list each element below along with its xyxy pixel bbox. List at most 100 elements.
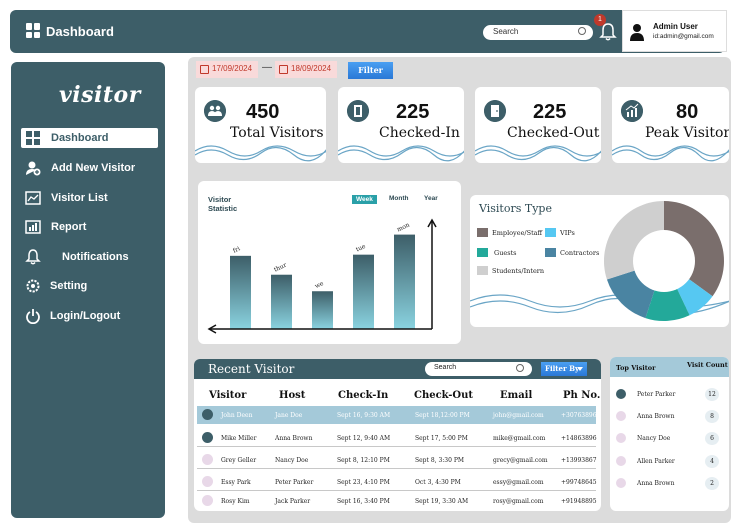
avatar <box>616 411 626 421</box>
top-visitor-name: Allen Parker <box>637 458 675 465</box>
visitors-type-title: Visitors Type <box>479 202 552 215</box>
visit-count-badge: 2 <box>705 477 719 490</box>
recent-search-input[interactable]: Search <box>425 362 532 376</box>
add-user-icon <box>26 161 41 176</box>
check-out-time: Sept 18,12:00 PM <box>415 412 470 419</box>
date-to-input[interactable]: 18/09/2024 <box>275 61 337 78</box>
tab-week[interactable]: Week <box>352 195 377 204</box>
sidebar-item-label: Add New Visitor <box>51 162 136 174</box>
stat-card-checked-out: 225 Checked-Out <box>475 87 601 163</box>
chevron-down-icon <box>577 367 583 371</box>
column-header: Email <box>500 390 533 401</box>
list-icon <box>25 191 41 205</box>
legend-swatch <box>477 228 488 237</box>
y-axis-arrow <box>427 218 437 228</box>
stat-value: 80 <box>676 101 699 123</box>
calendar-icon <box>200 65 209 74</box>
avatar <box>616 478 626 488</box>
avatar <box>202 454 213 465</box>
sidebar-item-setting[interactable]: Setting <box>21 276 158 296</box>
host-name: Jane Doe <box>275 412 303 419</box>
user-profile[interactable]: Admin User id:admin@gmail.com <box>622 10 727 52</box>
list-item[interactable]: Anna Brown 2 <box>610 473 729 495</box>
sidebar-item-label: Login/Logout <box>50 310 121 322</box>
sidebar-item-label: Visitor List <box>51 192 108 204</box>
top-visitor-name-header: Top Visitor <box>616 364 656 372</box>
legend-swatch <box>545 248 556 257</box>
search-icon <box>516 364 524 372</box>
check-out-time: Sept 19, 3:30 AM <box>415 498 469 505</box>
sidebar-item-report[interactable]: Report <box>21 217 158 237</box>
avatar <box>616 456 626 466</box>
date-from-value: 17/09/2024 <box>212 64 253 73</box>
decorative-wave <box>195 145 326 162</box>
filter-by-dropdown[interactable]: Filter By <box>541 362 587 376</box>
table-row[interactable]: Essy Park Peter Parker Sept 23, 4:10 PM … <box>197 473 597 491</box>
visitor-name: Essy Park <box>221 479 251 486</box>
stat-label: Total Visitors <box>230 125 324 141</box>
sidebar-item-label: Notifications <box>62 251 129 263</box>
stat-value: 450 <box>246 101 280 123</box>
table-row[interactable]: Mike Miller Anna Brown Sept 12, 9:40 AM … <box>197 429 597 447</box>
column-header: Check-In <box>338 390 389 401</box>
sidebar: visitor Dashboard Add New Visitor Visito… <box>11 62 165 518</box>
recent-visitor-title: Recent Visitor <box>208 362 295 376</box>
top-header: Dashboard <box>10 10 725 53</box>
check-out-time: Sept 17, 5:00 PM <box>415 435 468 442</box>
check-out-time: Oct 3, 4:30 PM <box>415 479 461 486</box>
list-item[interactable]: Allen Parker 4 <box>610 451 729 473</box>
stat-value: 225 <box>533 101 567 123</box>
bar-thur <box>271 274 292 329</box>
sidebar-item-dashboard[interactable]: Dashboard <box>21 128 158 148</box>
table-row[interactable]: John Deen Jane Doe Sept 16, 9:30 AM Sept… <box>197 406 597 424</box>
column-header: Visitor <box>209 390 247 401</box>
tab-month[interactable]: Month <box>389 195 409 202</box>
stat-label: Checked-Out <box>507 125 600 141</box>
grid-icon <box>26 131 40 145</box>
recent-search-placeholder: Search <box>434 364 457 371</box>
top-visitor-header: Top Visitor Visit Count <box>610 357 729 377</box>
tab-year[interactable]: Year <box>424 195 438 202</box>
sidebar-item-visitor-list[interactable]: Visitor List <box>21 188 158 208</box>
check-in-time: Sept 8, 12:10 PM <box>337 457 390 464</box>
table-row[interactable]: Grey Geller Nancy Doe Sept 8, 12:10 PM S… <box>197 451 597 469</box>
visit-count-badge: 4 <box>705 455 719 468</box>
phone: +99748645 <box>561 479 597 486</box>
door-open-icon <box>347 100 369 122</box>
bar-mon <box>394 234 415 329</box>
date-from-input[interactable]: 17/09/2024 <box>196 61 258 78</box>
visit-count-badge: 12 <box>705 388 719 401</box>
stat-card-checked-in: 225 Checked-In <box>338 87 464 163</box>
email: john@gmail.com <box>493 412 544 419</box>
visitor-name: Mike Miller <box>221 435 257 442</box>
filter-button[interactable]: Filter <box>348 62 393 79</box>
host-name: Nancy Doe <box>275 457 309 464</box>
check-in-time: Sept 16, 9:30 AM <box>337 412 391 419</box>
notification-bell-icon[interactable] <box>598 22 618 42</box>
sidebar-item-notifications[interactable]: Notifications <box>21 247 158 267</box>
table-row[interactable]: Rosy Kim Jack Parker Sept 16, 3:40 PM Se… <box>197 492 597 510</box>
legend-label: Students/Intern <box>492 267 545 275</box>
sidebar-item-add-new-visitor[interactable]: Add New Visitor <box>21 158 158 178</box>
stat-label: Checked-In <box>379 125 460 141</box>
chart-title: Visitor Statistic <box>208 195 238 213</box>
top-visitor-count-header: Visit Count <box>687 361 728 369</box>
bar-label: mon <box>396 221 411 233</box>
email: mike@gmail.com <box>493 435 546 442</box>
list-item[interactable]: Anna Brown 8 <box>610 406 729 428</box>
header-search-input[interactable]: Search <box>483 25 593 40</box>
list-item[interactable]: Nancy Doe 6 <box>610 428 729 450</box>
list-item[interactable]: Peter Parker 12 <box>610 384 729 406</box>
notification-badge: 1 <box>594 14 606 26</box>
visitor-statistic-chart: Visitor Statistic Week Month Year fri thu… <box>198 181 461 344</box>
x-axis-arrow <box>207 324 217 334</box>
bar-label: fri <box>232 245 241 254</box>
phone: +91948895 <box>561 498 597 505</box>
email: grecy@gmail.com <box>493 457 548 464</box>
chart-up-icon <box>621 100 643 122</box>
donut-hole <box>633 230 695 292</box>
sidebar-item-login-logout[interactable]: Login/Logout <box>21 306 158 326</box>
decorative-wave <box>338 145 464 162</box>
sidebar-item-label: Dashboard <box>51 132 109 144</box>
email: rosy@gmail.com <box>493 498 544 505</box>
